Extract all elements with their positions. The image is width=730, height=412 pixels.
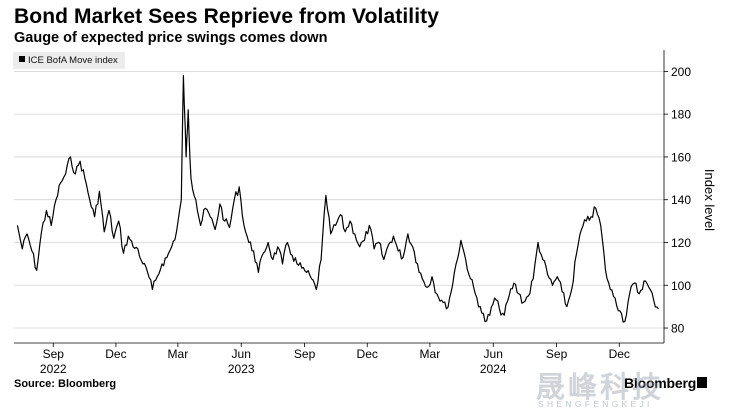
y-tick-label: 200 bbox=[671, 65, 691, 79]
y-tick-label: 180 bbox=[671, 108, 691, 122]
x-year-label: 2023 bbox=[228, 362, 255, 376]
x-year-label: 2022 bbox=[40, 362, 67, 376]
x-tick-label: Dec bbox=[357, 347, 378, 361]
x-tick-label: Sep bbox=[43, 347, 65, 361]
y-tick-label: 140 bbox=[671, 193, 691, 207]
x-tick-label: Dec bbox=[105, 347, 126, 361]
legend-swatch bbox=[19, 56, 25, 62]
chart-title: Bond Market Sees Reprieve from Volatilit… bbox=[14, 5, 440, 28]
watermark-en: SHENGFENGKEJI bbox=[538, 399, 653, 409]
x-tick-label: Jun bbox=[232, 347, 251, 361]
source-note: Source: Bloomberg bbox=[14, 378, 117, 390]
y-tick-label: 160 bbox=[671, 150, 691, 164]
x-tick-label: Dec bbox=[609, 347, 630, 361]
gridlines bbox=[14, 70, 664, 329]
x-tick-label: Jun bbox=[484, 347, 503, 361]
x-year-label: 2024 bbox=[480, 362, 507, 376]
y-tick-label: 120 bbox=[671, 236, 691, 250]
x-tick-label: Mar bbox=[420, 347, 441, 361]
series bbox=[16, 75, 659, 323]
axes bbox=[14, 50, 665, 344]
chart-subtitle: Gauge of expected price swings comes dow… bbox=[14, 30, 328, 46]
y-axis-label: Index level bbox=[702, 169, 717, 231]
y-tick-label: 100 bbox=[671, 279, 691, 293]
x-tick-label: Sep bbox=[546, 347, 568, 361]
x-tick-label: Sep bbox=[294, 347, 316, 361]
legend: ICE BofA Move index bbox=[13, 52, 125, 69]
legend-label: ICE BofA Move index bbox=[28, 55, 118, 66]
y-tick-label: 80 bbox=[671, 322, 685, 336]
x-tick-label: Mar bbox=[168, 347, 189, 361]
bloomberg-logo: Bloomberg bbox=[624, 375, 697, 391]
watermark-cn: 晟峰科技 bbox=[536, 370, 665, 404]
bloomberg-mark-icon bbox=[697, 377, 707, 388]
series-line-move-index bbox=[16, 75, 659, 323]
